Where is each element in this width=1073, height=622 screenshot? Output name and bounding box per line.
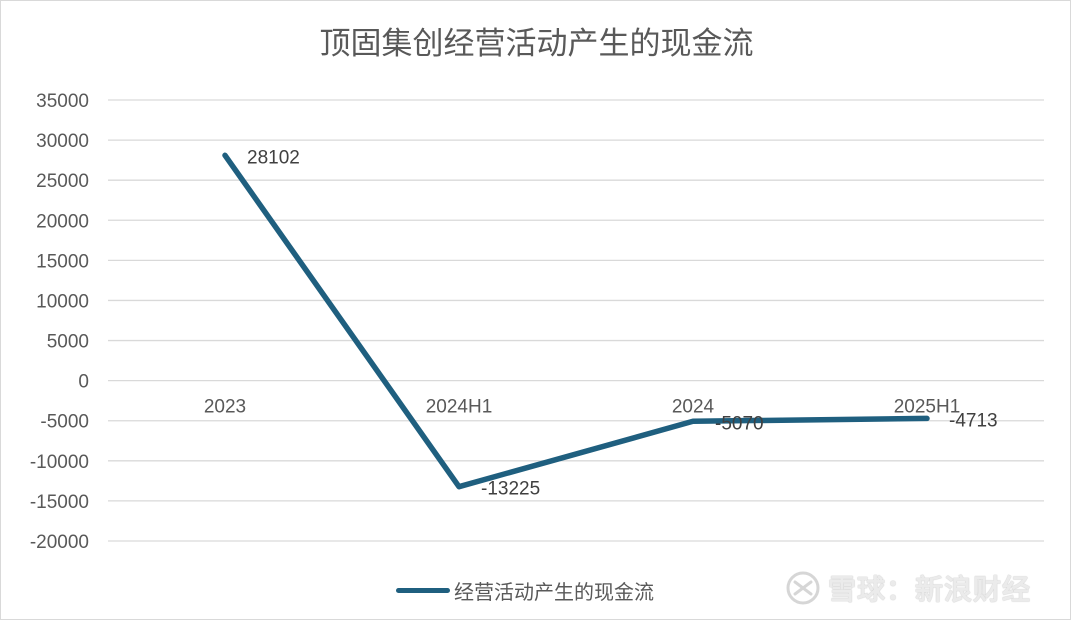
data-label: -5070 xyxy=(715,413,764,434)
y-tick-label: 0 xyxy=(78,372,89,393)
legend-label: 经营活动产生的现金流 xyxy=(454,579,654,604)
category-label: 2024H1 xyxy=(426,397,493,418)
data-point xyxy=(458,486,460,488)
data-point xyxy=(692,420,694,422)
data-point xyxy=(926,417,928,419)
y-tick-label: -5000 xyxy=(40,412,89,433)
y-tick-label: 10000 xyxy=(36,291,89,312)
snowball-logo-icon xyxy=(786,571,820,605)
chart-title: 顶固集创经营活动产生的现金流 xyxy=(319,26,754,62)
data-label: -13225 xyxy=(481,479,540,500)
series-lines xyxy=(222,152,930,490)
y-tick-label: 25000 xyxy=(36,171,89,192)
y-tick-label: -20000 xyxy=(30,532,89,553)
legend: 经营活动产生的现金流 xyxy=(396,576,654,604)
category-labels: 2023 2024H1 2024 2025H1 xyxy=(204,397,960,418)
legend-swatch xyxy=(396,587,450,593)
y-tick-label: -15000 xyxy=(30,492,89,513)
y-tick-label: 5000 xyxy=(47,332,89,353)
y-tick-label: 15000 xyxy=(36,251,89,272)
y-tick-label: -10000 xyxy=(30,452,89,473)
data-labels: 28102 -13225 -5070 -4713 xyxy=(247,147,998,499)
data-point xyxy=(224,154,226,156)
y-tick-label: 35000 xyxy=(36,91,89,112)
category-label: 2025H1 xyxy=(894,397,961,418)
watermark-text: 雪球：新浪财经 xyxy=(828,573,1032,606)
grid-lines xyxy=(108,99,1044,542)
data-label: 28102 xyxy=(247,147,300,168)
data-label: -4713 xyxy=(949,410,998,431)
category-label: 2024 xyxy=(672,397,715,418)
y-tick-label: 30000 xyxy=(36,131,89,152)
category-label: 2023 xyxy=(204,397,246,418)
series-line xyxy=(222,152,930,490)
y-tick-label: 20000 xyxy=(36,211,89,232)
y-axis-ticks: 35000 30000 25000 20000 15000 10000 5000 0 -5000… xyxy=(30,91,89,553)
watermark: 雪球：新浪财经 xyxy=(786,568,1031,608)
